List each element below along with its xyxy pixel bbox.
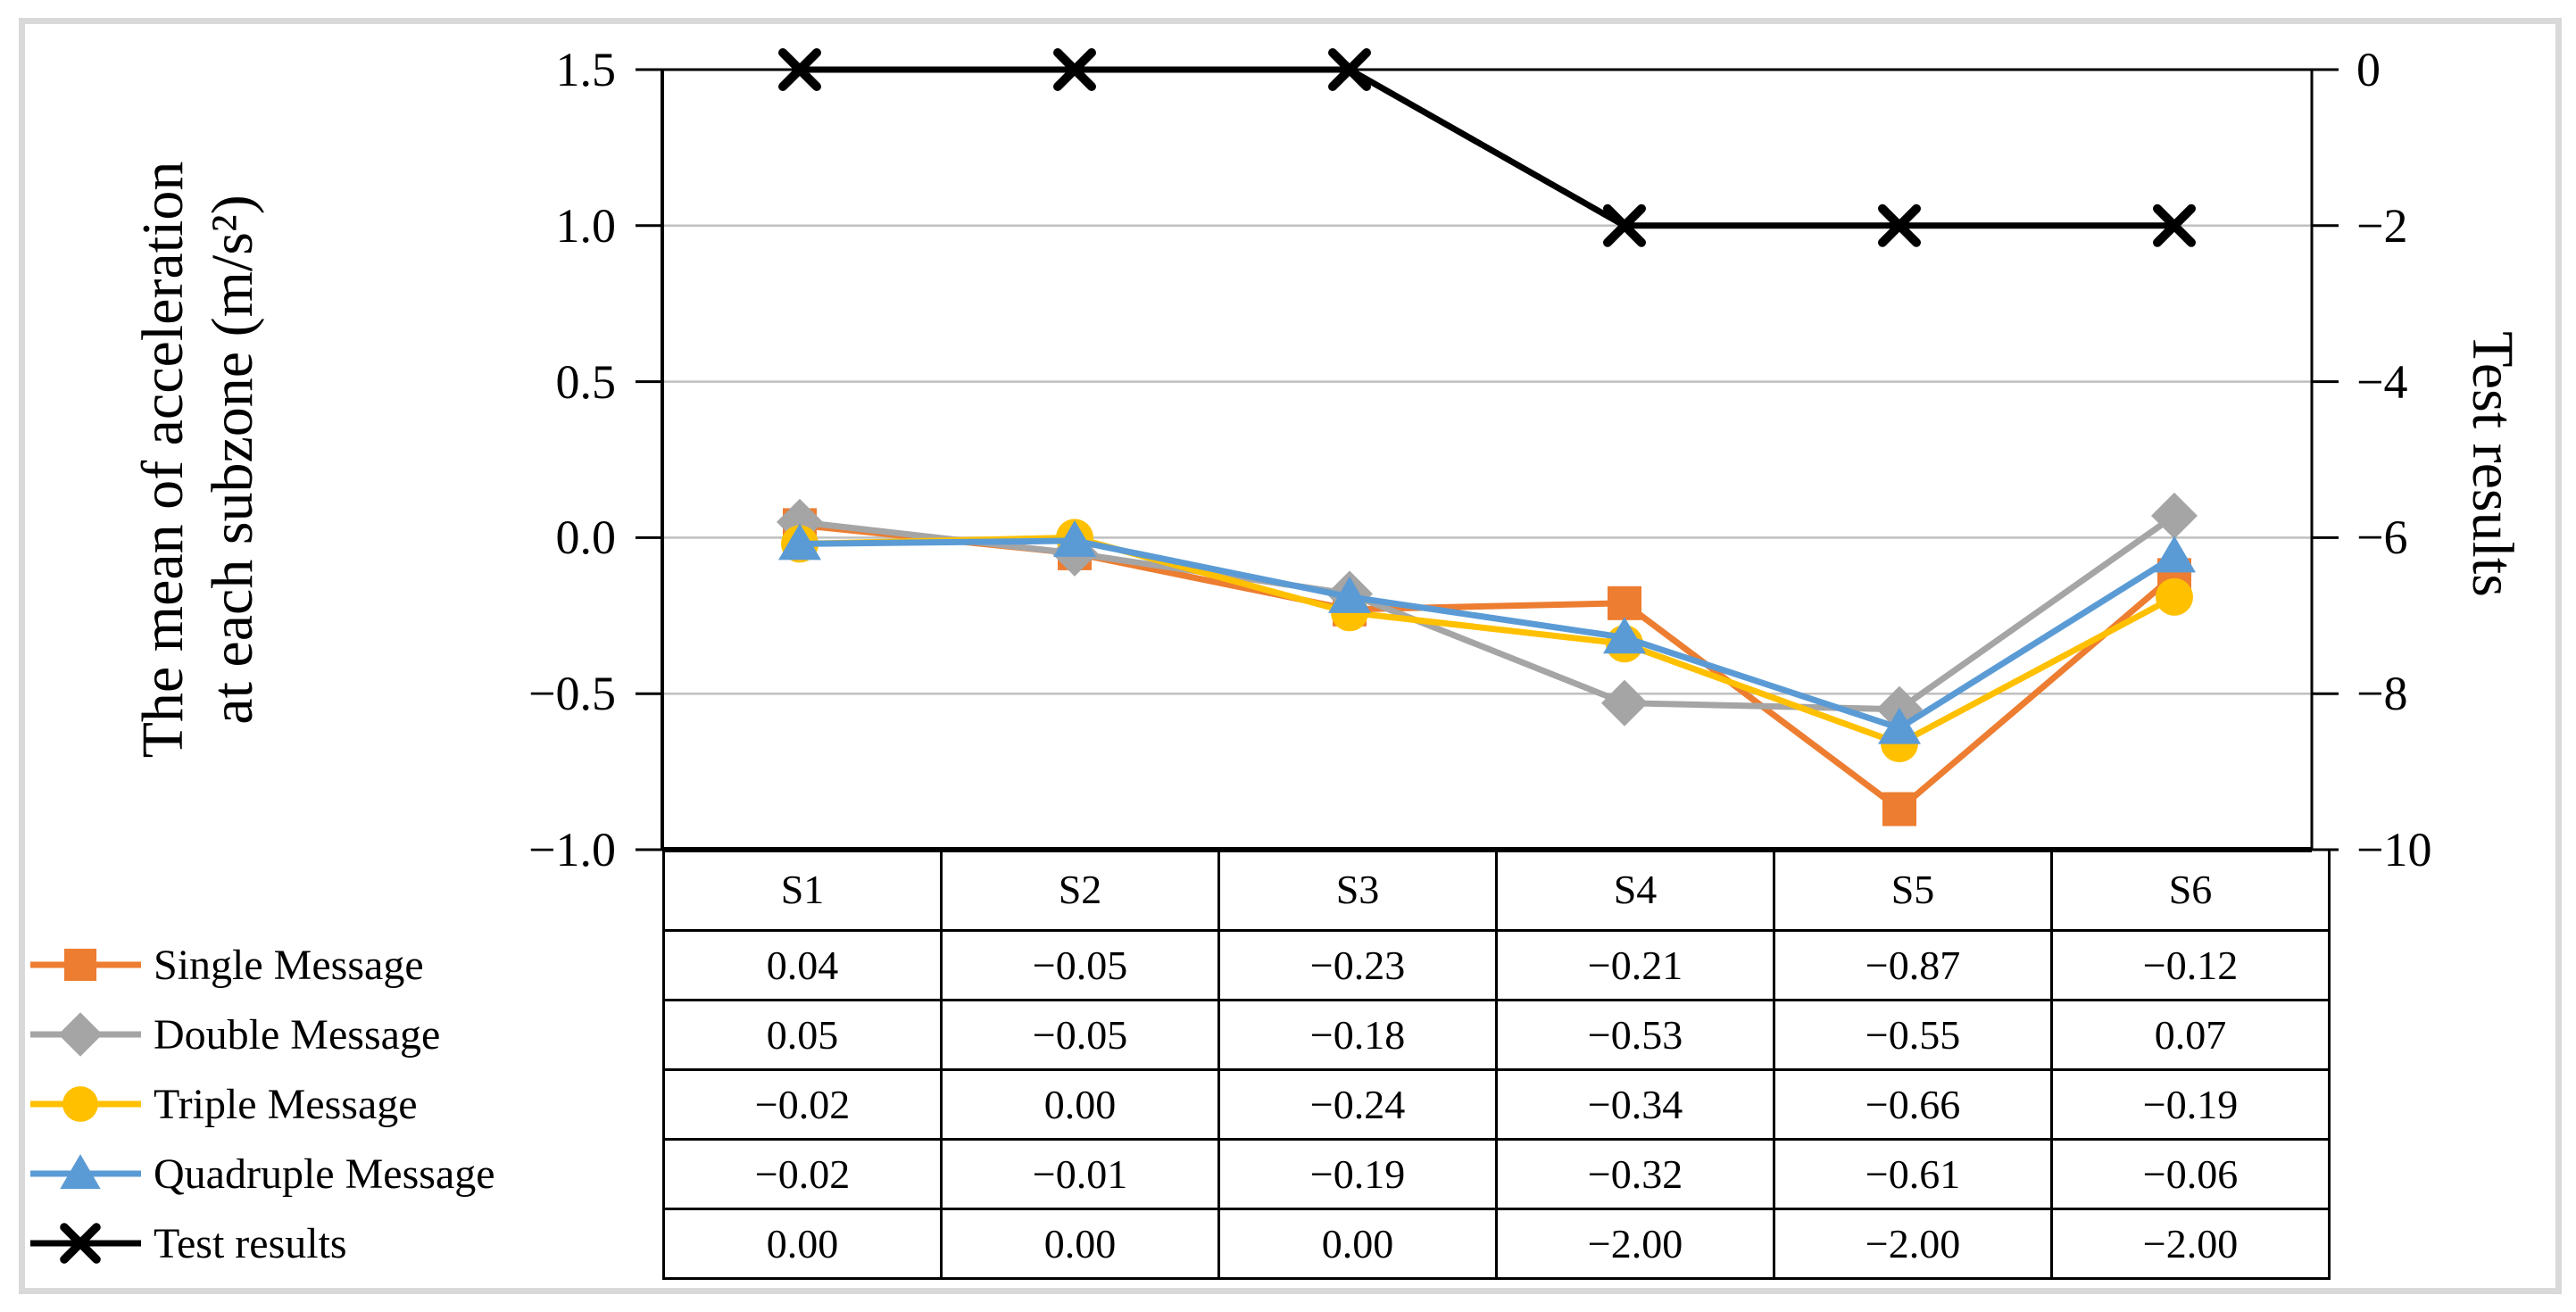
table-cell: −2.00 bbox=[1495, 1207, 1775, 1280]
table-cell: 0.00 bbox=[940, 1067, 1220, 1141]
right-axis-tick-label: −8 bbox=[2356, 667, 2408, 721]
series-line-quadruple-message bbox=[799, 537, 2176, 732]
data-table: S1 S2 S3 S4 S5 S6 Single Message 0.04 −0.05 −0.23… bbox=[27, 850, 2331, 1280]
marker-triangle bbox=[1053, 519, 1096, 557]
left-axis-tick-label: 0.5 bbox=[555, 354, 617, 409]
legend-swatch-single-message bbox=[30, 948, 141, 982]
legend-item-single-message: Single Message bbox=[27, 930, 664, 1000]
left-axis-tick-label: 1.5 bbox=[555, 43, 617, 96]
table-row-quadruple-message: Quadruple Message −0.02 −0.01 −0.19 −0.32 −0.… bbox=[27, 1137, 2331, 1210]
table-cell: −0.32 bbox=[1495, 1137, 1775, 1210]
table-row-double-message: Double Message 0.05 −0.05 −0.18 −0.53 −0.55 0.… bbox=[27, 998, 2331, 1071]
column-header-S1: S1 bbox=[662, 850, 943, 932]
column-header-S3: S3 bbox=[1217, 850, 1498, 932]
marker-diamond bbox=[1601, 679, 1648, 727]
legend-item-triple-message: Triple Message bbox=[27, 1069, 664, 1139]
table-cell: −0.87 bbox=[1773, 928, 2053, 1001]
column-header-S5: S5 bbox=[1773, 850, 2053, 932]
table-cell: −0.19 bbox=[1217, 1137, 1498, 1210]
table-cell: −0.24 bbox=[1217, 1067, 1498, 1141]
legend-item-double-message: Double Message bbox=[27, 1000, 664, 1069]
table-cell: 0.00 bbox=[1217, 1207, 1498, 1280]
legend-swatch-quadruple-message bbox=[30, 1154, 141, 1190]
legend-label-triple-message: Triple Message bbox=[154, 1080, 418, 1128]
series-line-double-message bbox=[799, 513, 2177, 713]
legend-swatch-double-message bbox=[30, 1012, 141, 1057]
table-cell: −0.05 bbox=[940, 928, 1220, 1001]
column-header-S6: S6 bbox=[2050, 850, 2331, 932]
table-cell: −0.21 bbox=[1495, 928, 1775, 1001]
table-cell: −0.01 bbox=[940, 1137, 1220, 1210]
legend-label-test-results: Test results bbox=[154, 1219, 347, 1267]
marker-diamond bbox=[2151, 492, 2198, 539]
legend-spacer bbox=[27, 850, 664, 930]
left-axis-tick-label: 1.0 bbox=[555, 198, 617, 253]
table-row-triple-message: Triple Message −0.02 0.00 −0.24 −0.34 −0.66 −0… bbox=[27, 1067, 2331, 1141]
left-axis-tick-label: −0.5 bbox=[528, 667, 616, 721]
right-axis-tick-label: −6 bbox=[2356, 511, 2408, 565]
legend-item-test-results: Test results bbox=[27, 1208, 664, 1278]
table-cell: −0.06 bbox=[2050, 1137, 2331, 1210]
right-axis-tick-label: −10 bbox=[2356, 823, 2432, 876]
table-cell: −0.02 bbox=[662, 1137, 943, 1210]
table-cell: −0.23 bbox=[1217, 928, 1498, 1001]
table-cell: −0.61 bbox=[1773, 1137, 2053, 1210]
legend-swatch-test-results bbox=[30, 1223, 141, 1264]
table-row-test-results: Test results 0.00 0.00 0.00 −2.00 −2.00 −2.00 bbox=[27, 1207, 2331, 1280]
legend-label-double-message: Double Message bbox=[154, 1010, 441, 1059]
marker-x bbox=[1053, 48, 1096, 91]
table-cell: −0.02 bbox=[662, 1067, 943, 1141]
table-cell: −2.00 bbox=[1773, 1207, 2053, 1280]
legend-label-quadruple-message: Quadruple Message bbox=[154, 1150, 495, 1198]
table-cell: −2.00 bbox=[2050, 1207, 2331, 1280]
marker-x bbox=[2153, 203, 2196, 247]
marker-x bbox=[1603, 203, 1646, 247]
left-axis-tick-label: 0.0 bbox=[555, 511, 617, 565]
column-header-S4: S4 bbox=[1495, 850, 1775, 932]
marker-square bbox=[1608, 585, 1641, 620]
legend-label-single-message: Single Message bbox=[154, 941, 424, 989]
table-cell: 0.00 bbox=[662, 1207, 943, 1280]
series-line-single-message bbox=[799, 521, 2177, 814]
table-cell: −0.18 bbox=[1217, 998, 1498, 1071]
table-cell: 0.00 bbox=[940, 1207, 1220, 1280]
left-axis-tick-label: −1.0 bbox=[528, 823, 616, 876]
table-cell: −0.53 bbox=[1495, 998, 1775, 1071]
table-cell: −0.34 bbox=[1495, 1067, 1775, 1141]
marker-triangle bbox=[2153, 536, 2196, 573]
right-axis-tick-label: −2 bbox=[2356, 198, 2408, 253]
table-cell: −0.05 bbox=[940, 998, 1220, 1071]
right-axis-tick-label: −4 bbox=[2356, 354, 2408, 409]
legend-item-quadruple-message: Quadruple Message bbox=[27, 1139, 664, 1208]
left-axis-title: The mean of acceleration at each subzone… bbox=[129, 162, 268, 759]
left-axis-title-line1: The mean of acceleration bbox=[130, 161, 196, 759]
marker-x bbox=[1328, 48, 1371, 91]
column-header-S2: S2 bbox=[940, 850, 1220, 932]
legend-swatch-triple-message bbox=[30, 1086, 141, 1122]
marker-triangle bbox=[778, 523, 821, 561]
table-cell: 0.04 bbox=[662, 928, 943, 1001]
right-axis-title: Test results bbox=[2459, 331, 2525, 597]
series-line-test-results bbox=[800, 66, 2174, 229]
table-header-row: S1 S2 S3 S4 S5 S6 bbox=[27, 850, 2331, 932]
table-cell: −0.55 bbox=[1773, 998, 2053, 1071]
right-axis-tick-label: 0 bbox=[2356, 43, 2381, 96]
table-cell: 0.07 bbox=[2050, 998, 2331, 1071]
table-cell: −0.66 bbox=[1773, 1067, 2053, 1141]
left-axis-title-line2: at each subzone (m/s²) bbox=[200, 195, 265, 725]
marker-triangle bbox=[1328, 576, 1371, 613]
table-cell: −0.12 bbox=[2050, 928, 2331, 1001]
series-line-triple-message bbox=[799, 534, 2176, 747]
marker-triangle bbox=[1603, 617, 1646, 654]
marker-x bbox=[778, 48, 821, 91]
table-cell: 0.05 bbox=[662, 998, 943, 1071]
marker-circle bbox=[2156, 577, 2193, 616]
table-cell: −0.19 bbox=[2050, 1067, 2331, 1141]
marker-x bbox=[1878, 203, 1921, 247]
marker-triangle bbox=[1878, 707, 1921, 744]
marker-square bbox=[1882, 792, 1916, 826]
table-row-single-message: Single Message 0.04 −0.05 −0.23 −0.21 −0.87 −0… bbox=[27, 928, 2331, 1001]
